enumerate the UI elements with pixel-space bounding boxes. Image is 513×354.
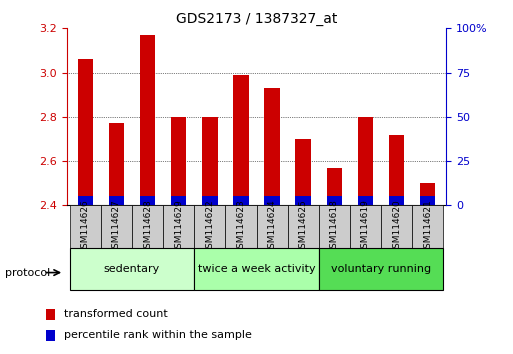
Bar [288, 205, 319, 248]
Text: transformed count: transformed count [64, 309, 167, 319]
Bar [140, 35, 155, 205]
Text: GSM114625: GSM114625 [299, 199, 308, 254]
Bar [420, 196, 436, 205]
Text: twice a week activity: twice a week activity [198, 264, 315, 274]
Bar [264, 88, 280, 205]
Bar [70, 205, 101, 248]
Bar [225, 205, 256, 248]
Bar [319, 248, 443, 290]
Text: GSM114627: GSM114627 [112, 199, 121, 254]
Bar [256, 205, 288, 248]
Bar [109, 196, 124, 205]
Text: GSM114618: GSM114618 [330, 199, 339, 254]
Bar [202, 196, 218, 205]
Bar [171, 117, 187, 205]
Bar [420, 183, 436, 205]
Bar [350, 205, 381, 248]
Bar [319, 205, 350, 248]
Bar [358, 196, 373, 205]
Text: percentile rank within the sample: percentile rank within the sample [64, 330, 251, 340]
Bar [358, 117, 373, 205]
Text: protocol: protocol [5, 268, 50, 278]
Bar [132, 205, 163, 248]
Bar [264, 196, 280, 205]
Bar [389, 196, 404, 205]
Bar [109, 124, 124, 205]
Text: GSM114626: GSM114626 [81, 199, 90, 254]
Bar [46, 309, 55, 320]
Bar [101, 205, 132, 248]
Bar [295, 139, 311, 205]
Bar [70, 248, 194, 290]
Bar [412, 205, 443, 248]
Bar [77, 59, 93, 205]
Bar [233, 196, 249, 205]
Text: GSM114620: GSM114620 [392, 199, 401, 254]
Bar [389, 135, 404, 205]
Bar [171, 196, 187, 205]
Text: sedentary: sedentary [104, 264, 160, 274]
Bar [233, 75, 249, 205]
Bar [295, 196, 311, 205]
Bar [140, 196, 155, 205]
Text: GSM114619: GSM114619 [361, 199, 370, 254]
Title: GDS2173 / 1387327_at: GDS2173 / 1387327_at [176, 12, 337, 26]
Bar [194, 248, 319, 290]
Bar [163, 205, 194, 248]
Text: GSM114621: GSM114621 [423, 199, 432, 254]
Bar [77, 196, 93, 205]
Bar [326, 168, 342, 205]
Text: GSM114624: GSM114624 [268, 199, 277, 254]
Text: GSM114628: GSM114628 [143, 199, 152, 254]
Text: GSM114623: GSM114623 [236, 199, 245, 254]
Text: GSM114629: GSM114629 [174, 199, 183, 254]
Bar [194, 205, 225, 248]
Bar [326, 196, 342, 205]
Bar [46, 330, 55, 341]
Text: voluntary running: voluntary running [331, 264, 431, 274]
Bar [381, 205, 412, 248]
Text: GSM114622: GSM114622 [205, 199, 214, 254]
Bar [202, 117, 218, 205]
